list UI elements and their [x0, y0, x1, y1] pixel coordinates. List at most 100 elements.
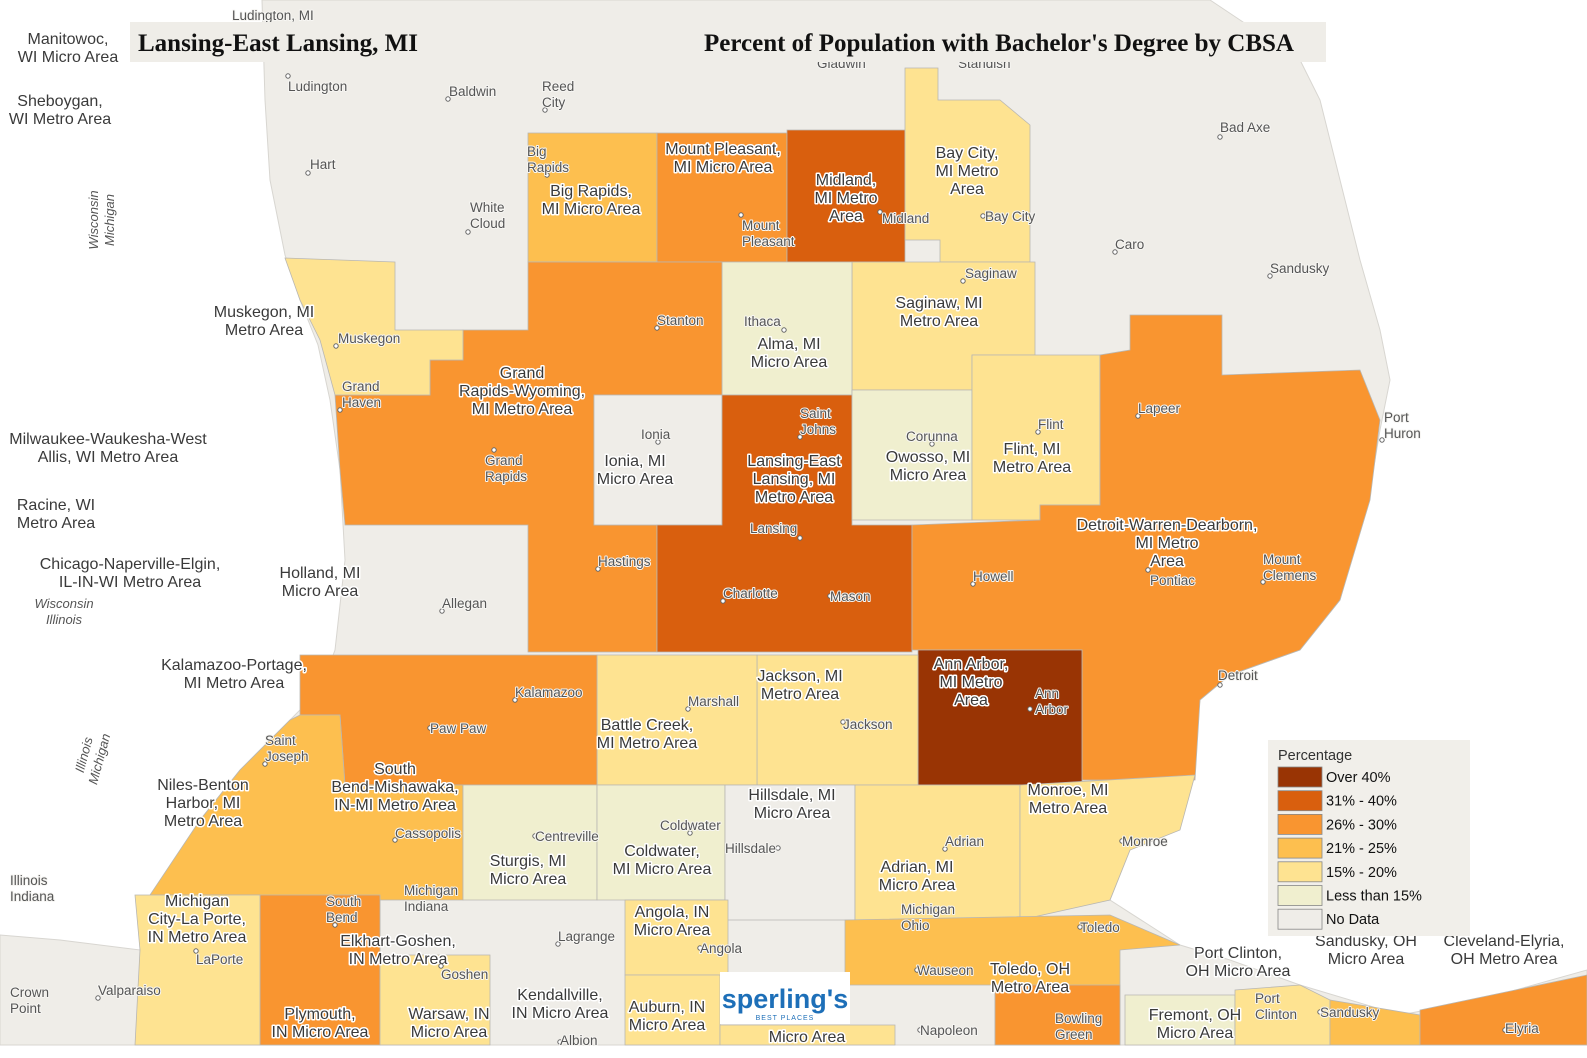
place-label: Rapids: [485, 469, 527, 484]
place-dot: [1379, 437, 1385, 443]
place-dot: [491, 447, 497, 453]
place-dot: [193, 948, 199, 954]
cbsa-label: Toledo, OH: [990, 961, 1070, 978]
place-label: Mount: [1263, 552, 1301, 567]
state-name: Illinois: [46, 612, 83, 627]
place-dot: [960, 278, 966, 284]
cbsa-label: Flint, MI: [1004, 441, 1061, 458]
place-label: Mason: [830, 589, 871, 604]
state-name: Wisconsin: [34, 596, 93, 611]
cbsa-label: Monroe, MI: [1028, 782, 1109, 799]
place-label: Napoleon: [920, 1023, 978, 1038]
place-label: Ohio: [901, 918, 930, 933]
place-dot: [392, 837, 398, 843]
place-dot: [555, 941, 561, 947]
cbsa-label: Metro Area: [991, 979, 1069, 996]
legend-label: 21% - 25%: [1326, 841, 1397, 857]
place-label: Paw Paw: [430, 721, 487, 736]
cbsa-label: Micro Area: [282, 583, 359, 600]
cbsa-label: Allis, WI Metro Area: [38, 449, 179, 466]
cbsa-label: Micro Area: [1157, 1025, 1234, 1042]
place-dot: [544, 172, 550, 178]
cbsa-label: Saginaw, MI: [895, 295, 982, 312]
place-label: Green: [1055, 1027, 1093, 1042]
place-label: Clinton: [1255, 1007, 1297, 1022]
place-dot: [262, 761, 268, 767]
cbsa-label: Metro Area: [755, 489, 833, 506]
legend-label: 26% - 30%: [1326, 817, 1397, 833]
place-dot: [305, 170, 311, 176]
cbsa-label: Micro Area: [634, 922, 711, 939]
place-label: City: [542, 95, 565, 110]
cbsa-label: WI Micro Area: [18, 49, 119, 66]
place-label: Bend: [326, 910, 358, 925]
cbsa-label: Lansing-East: [747, 453, 841, 470]
place-label: Indiana: [10, 889, 55, 904]
place-dot: [1217, 682, 1223, 688]
cbsa-label: Holland, MI: [280, 565, 361, 582]
cbsa-label: IN Micro Area: [512, 1005, 609, 1022]
place-dot: [697, 945, 703, 951]
place-dot: [914, 967, 920, 973]
place-label: White: [470, 200, 505, 215]
cbsa-label: Micro Area: [754, 805, 831, 822]
cbsa-region: [134, 894, 261, 1046]
cbsa-label: Angola, IN: [635, 904, 710, 921]
legend-label: Over 40%: [1326, 770, 1391, 786]
cbsa-label: MI Metro Area: [472, 401, 573, 418]
place-dot: [465, 229, 471, 235]
place-dot: [332, 922, 338, 928]
place-label: Sandusky: [1270, 261, 1330, 276]
place-label: Bay City: [985, 209, 1036, 224]
cbsa-label: MI Metro: [939, 674, 1002, 691]
cbsa-label: Coldwater,: [624, 843, 700, 860]
place-dot: [595, 566, 601, 572]
place-label: Ann: [1035, 686, 1059, 701]
place-label: Cloud: [470, 216, 505, 231]
place-label: Saint: [265, 733, 296, 748]
cbsa-label: Chicago-Naperville-Elgin,: [40, 556, 221, 573]
place-dot: [1027, 706, 1033, 712]
place-label: Huron: [1384, 426, 1421, 441]
place-dot: [1035, 429, 1041, 435]
cbsa-label: MI Micro Area: [542, 201, 641, 218]
cbsa-label: IL-IN-WI Metro Area: [59, 574, 201, 591]
cbsa-label: Alma, MI: [757, 336, 820, 353]
cbsa-label: Rapids-Wyoming,: [459, 383, 585, 400]
cbsa-label: Milwaukee-Waukesha-West: [9, 431, 207, 448]
place-label: Valparaiso: [98, 983, 161, 998]
legend: Percentage Over 40% 31% - 40% 26% - 30% 21%…: [1268, 740, 1470, 936]
logo-tagline: BEST PLACES: [756, 1015, 815, 1022]
cbsa-label: Jackson, MI: [757, 668, 842, 685]
place-label: Kalamazoo: [515, 685, 583, 700]
place-label: Bowling: [1055, 1011, 1102, 1026]
place-label: Albion: [560, 1033, 598, 1048]
place-dot: [980, 213, 986, 219]
cbsa-region: [971, 354, 1101, 521]
cbsa-label: Micro Area: [890, 467, 967, 484]
cbsa-region: [721, 261, 853, 396]
cbsa-label: Kendallville,: [517, 987, 602, 1004]
left-title: Lansing-East Lansing, MI: [138, 30, 418, 57]
cbsa-label: Sheboygan,: [17, 93, 102, 110]
place-label: Lapeer: [1138, 401, 1181, 416]
legend-title: Percentage: [1278, 748, 1352, 764]
logo: sperling's BEST PLACES: [720, 972, 850, 1024]
cbsa-label: Micro Area: [490, 871, 567, 888]
cbsa-region: [1419, 974, 1587, 1046]
place-label: Bad Axe: [1220, 120, 1270, 135]
cbsa-label: Area: [950, 181, 984, 198]
place-label: LaPorte: [196, 952, 243, 967]
cbsa-label: MI Metro: [814, 190, 877, 207]
logo-name: sperling's: [722, 984, 848, 1014]
place-dot: [970, 581, 976, 587]
place-dot: [654, 325, 660, 331]
place-label: Arbor: [1035, 702, 1069, 717]
place-dot: [942, 846, 948, 852]
place-dot: [439, 608, 445, 614]
place-dot: [1119, 838, 1125, 844]
cbsa-label: Racine, WI: [17, 497, 95, 514]
place-label: Howell: [973, 569, 1014, 584]
logo-box: [720, 972, 850, 1024]
place-label: Pontiac: [1150, 573, 1195, 588]
